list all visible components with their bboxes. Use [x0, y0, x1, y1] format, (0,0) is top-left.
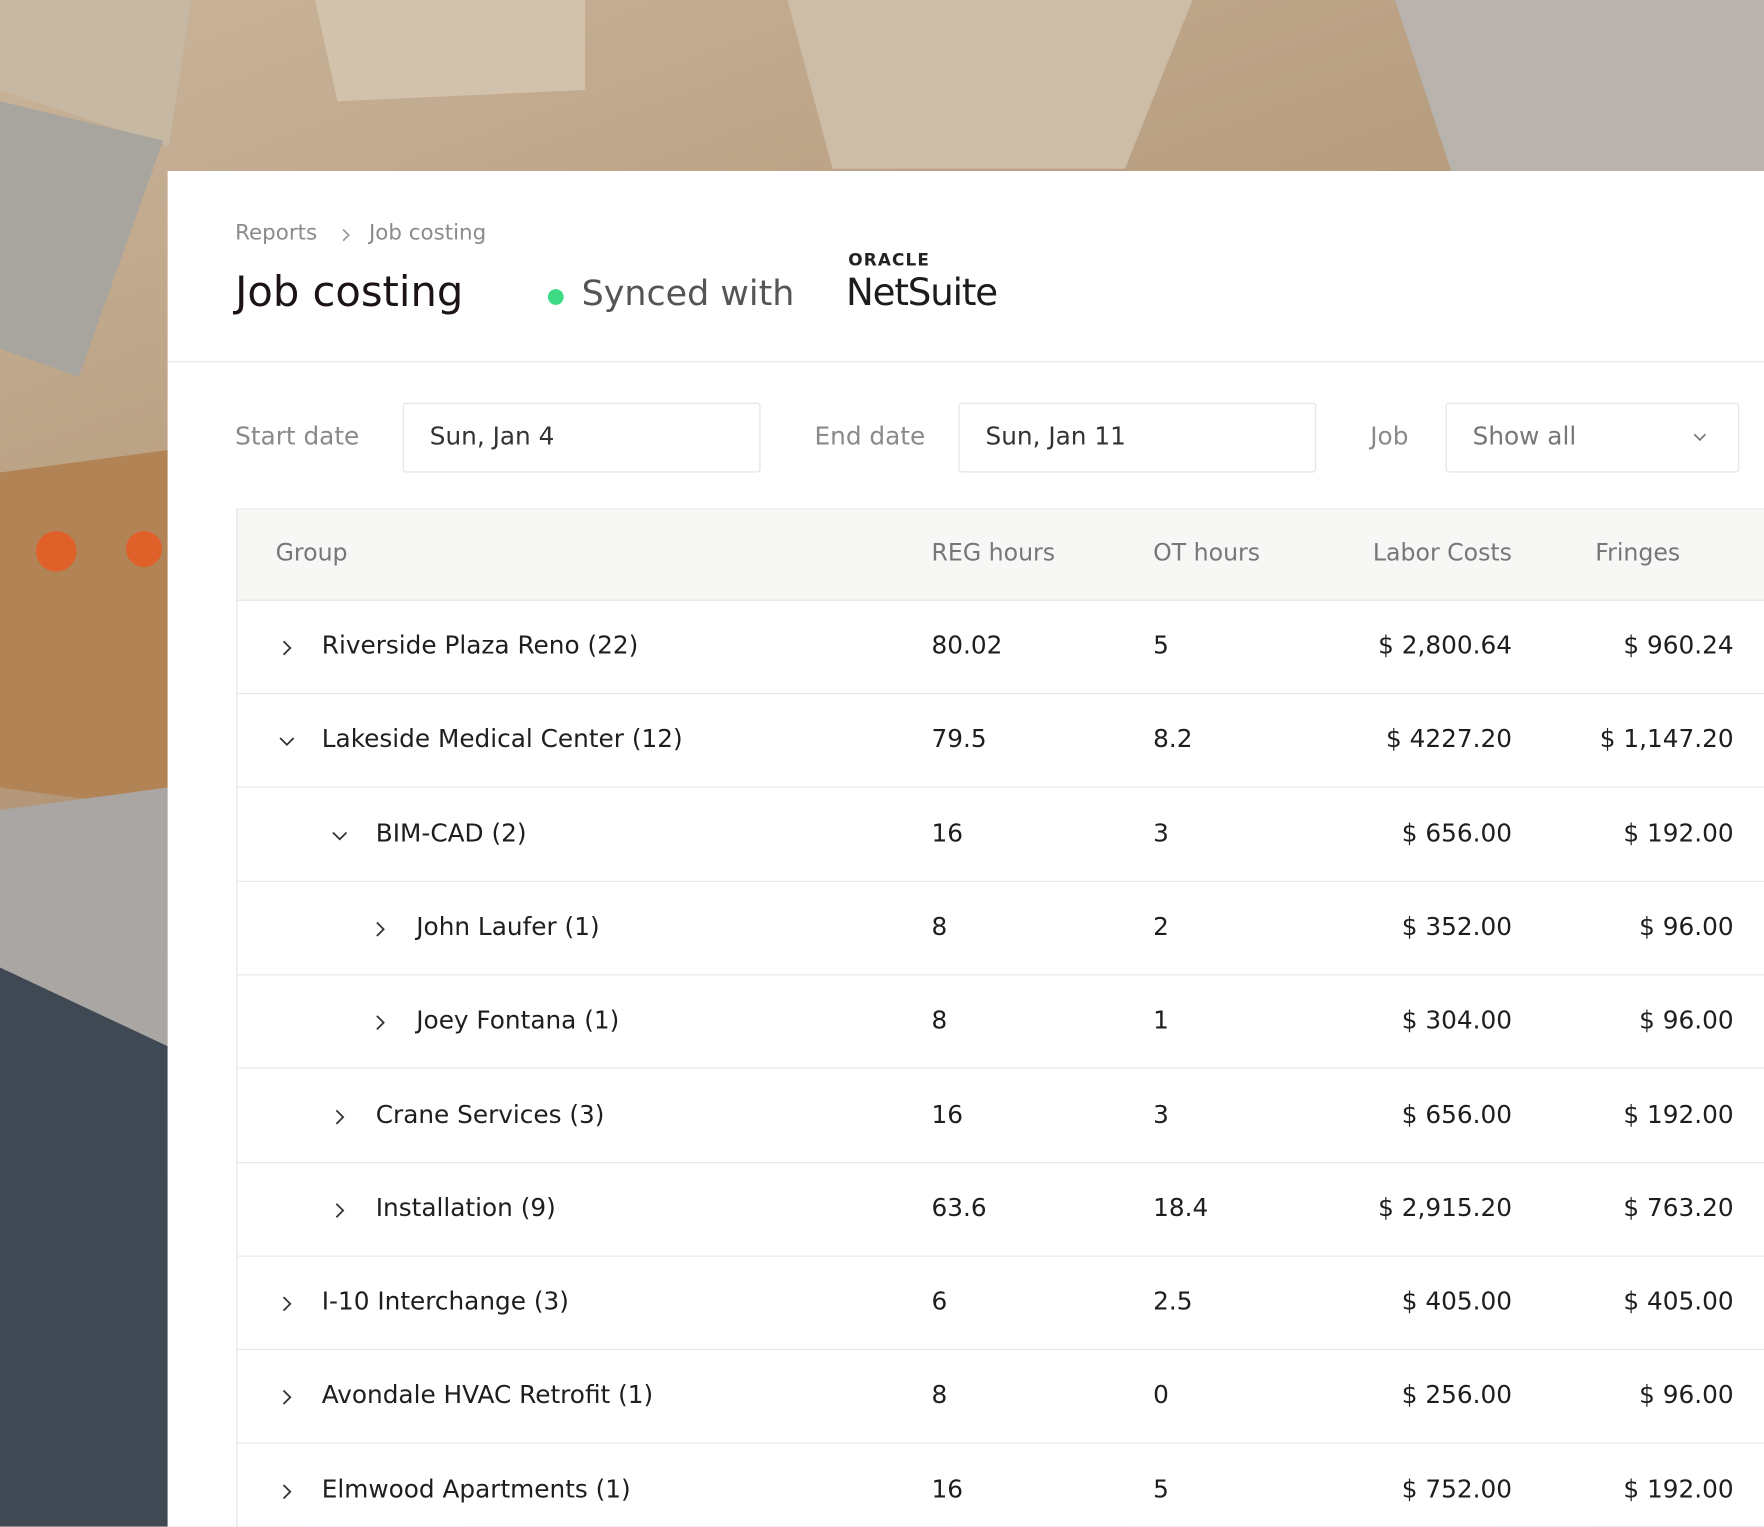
- ot-hours: 0: [1153, 1381, 1169, 1411]
- group-name: Crane Services (3): [375, 1100, 605, 1129]
- fringes: $ 763.20: [1623, 1194, 1734, 1223]
- fringes: $ 960.24: [1623, 632, 1734, 661]
- filter-value: Sun, Jan 4: [429, 423, 555, 452]
- date-input[interactable]: [402, 402, 761, 473]
- reg-hours: 8: [931, 1007, 948, 1036]
- group-name: Avondale HVAC Retrofit (1): [321, 1381, 654, 1411]
- job-select[interactable]: [1445, 402, 1740, 473]
- expand-toggle[interactable]: [279, 640, 295, 656]
- ot-hours: 5: [1153, 632, 1169, 661]
- reg-hours: 16: [931, 819, 964, 848]
- table-row[interactable]: [237, 882, 1764, 976]
- ot-hours: 5: [1153, 1475, 1169, 1504]
- table-row[interactable]: [237, 1163, 1764, 1257]
- table-row[interactable]: [237, 976, 1764, 1069]
- fringes: $ 192.00: [1623, 1475, 1734, 1504]
- labor-costs: $ 656.00: [1401, 819, 1512, 848]
- table: [236, 508, 1764, 1527]
- group-name: I-10 Interchange (3): [321, 1288, 569, 1317]
- fringes: $ 96.00: [1639, 1007, 1734, 1036]
- expand-toggle[interactable]: [332, 1202, 348, 1218]
- labor-costs: $ 2,915.20: [1378, 1194, 1512, 1223]
- ot-hours: 18.4: [1153, 1194, 1209, 1223]
- labor-costs: $ 656.00: [1401, 1100, 1512, 1129]
- brand: ORACLE: [848, 249, 931, 270]
- table-header: [237, 509, 1764, 601]
- expand-toggle[interactable]: [279, 734, 295, 750]
- column-header[interactable]: Fringes: [1595, 538, 1681, 566]
- labor-costs: $ 752.00: [1401, 1475, 1512, 1504]
- reg-hours: 6: [931, 1288, 948, 1317]
- expand-toggle[interactable]: [279, 1484, 295, 1500]
- filter-label: End date: [814, 423, 926, 452]
- group-name: Joey Fontana (1): [416, 1007, 620, 1036]
- ot-hours: 3: [1153, 1100, 1169, 1129]
- table-row[interactable]: [237, 694, 1764, 788]
- labor-costs: $ 405.00: [1401, 1288, 1512, 1317]
- select-caret: [1693, 433, 1707, 442]
- fringes: $ 96.00: [1639, 1381, 1734, 1411]
- table-row[interactable]: [237, 1257, 1764, 1351]
- group-name: Elmwood Apartments (1): [321, 1475, 631, 1504]
- ot-hours: 3: [1153, 819, 1169, 848]
- breadcrumb-current: Job costing: [369, 220, 487, 246]
- labor-costs: $ 352.00: [1401, 913, 1512, 942]
- table-row[interactable]: [237, 1069, 1764, 1163]
- reg-hours: 63.6: [931, 1194, 987, 1223]
- group-name: John Laufer (1): [416, 913, 600, 942]
- group-name: Installation (9): [375, 1194, 556, 1223]
- labor-costs: $ 4227.20: [1386, 725, 1512, 755]
- table-row[interactable]: [237, 788, 1764, 882]
- reg-hours: 16: [931, 1100, 964, 1129]
- fringes: $ 1,147.20: [1599, 725, 1734, 755]
- fringes: $ 405.00: [1623, 1288, 1734, 1317]
- fringes: $ 96.00: [1639, 913, 1734, 942]
- reg-hours: 80.02: [931, 632, 1003, 661]
- date-input[interactable]: [958, 402, 1317, 473]
- fringes: $ 192.00: [1623, 1100, 1734, 1129]
- reg-hours: 79.5: [931, 725, 987, 755]
- column-header[interactable]: REG hours: [931, 538, 1056, 566]
- labor-costs: $ 304.00: [1401, 1007, 1512, 1036]
- labor-costs: $ 2,800.64: [1378, 632, 1512, 661]
- filter-label: Job: [1370, 423, 1409, 452]
- column-header[interactable]: Labor Costs: [1372, 538, 1512, 566]
- group-name: Lakeside Medical Center (12): [321, 725, 683, 755]
- breadcrumb-link[interactable]: Reports: [235, 220, 318, 246]
- panel: [167, 171, 1764, 1527]
- ot-hours: 2.5: [1153, 1288, 1193, 1317]
- page-title: Job costing: [235, 267, 464, 317]
- column-header[interactable]: OT hours: [1153, 538, 1261, 566]
- divider: [167, 361, 1764, 363]
- group-name: Riverside Plaza Reno (22): [321, 632, 639, 661]
- breadcrumb-separator: [342, 228, 350, 242]
- filter-value: Show all: [1472, 423, 1577, 452]
- reg-hours: 16: [931, 1475, 964, 1504]
- expand-toggle[interactable]: [372, 921, 388, 937]
- reg-hours: 8: [931, 1381, 948, 1411]
- fringes: $ 192.00: [1623, 819, 1734, 848]
- ot-hours: 8.2: [1153, 725, 1193, 755]
- table-row[interactable]: [237, 1350, 1764, 1444]
- expand-toggle[interactable]: [279, 1296, 295, 1312]
- filter-label: Start date: [235, 423, 360, 452]
- expand-toggle[interactable]: [332, 828, 348, 844]
- filter-value: Sun, Jan 11: [985, 423, 1126, 452]
- sync-dot: [547, 289, 564, 305]
- sync-status: Synced with: [581, 273, 795, 314]
- expand-toggle[interactable]: [372, 1015, 388, 1031]
- reg-hours: 8: [931, 913, 948, 942]
- expand-toggle[interactable]: [279, 1390, 295, 1406]
- column-header[interactable]: Group: [275, 538, 348, 566]
- integration-name: NetSuite: [846, 270, 998, 314]
- ot-hours: 1: [1153, 1007, 1169, 1036]
- labor-costs: $ 256.00: [1401, 1381, 1512, 1411]
- group-name: BIM-CAD (2): [375, 819, 527, 848]
- ot-hours: 2: [1153, 913, 1169, 942]
- expand-toggle[interactable]: [332, 1109, 348, 1125]
- table-row[interactable]: [237, 601, 1764, 695]
